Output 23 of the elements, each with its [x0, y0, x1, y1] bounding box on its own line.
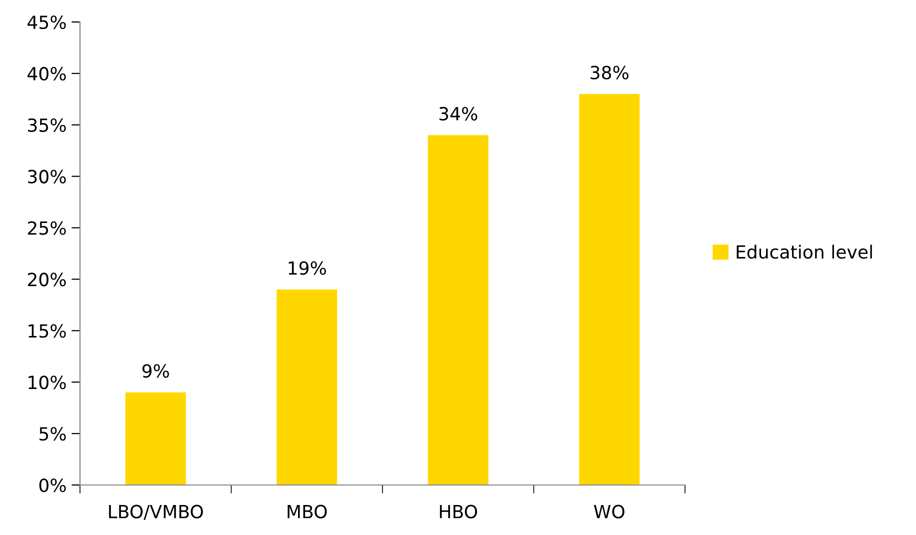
- x-tick-label: HBO: [440, 504, 478, 518]
- x-tick-label: MBO: [288, 504, 327, 518]
- data-label: 19%: [288, 261, 326, 275]
- y-tick-label: 10%: [28, 376, 66, 390]
- bar: [276, 290, 338, 485]
- y-tick-label: 0%: [39, 478, 66, 492]
- y-tick-label: 20%: [28, 272, 66, 286]
- data-label: 9%: [142, 364, 169, 378]
- y-tick-label: 5%: [40, 427, 66, 441]
- y-tick-label: 30%: [28, 170, 66, 184]
- y-tick-label: 40%: [28, 66, 66, 81]
- bar: [428, 135, 488, 485]
- y-tick-label: 15%: [28, 324, 66, 338]
- x-tick-label: LBO/VMBO: [109, 504, 203, 520]
- y-tick-label: 25%: [28, 221, 66, 235]
- data-label: 34%: [439, 106, 478, 121]
- bar: [125, 392, 186, 485]
- y-tick-label: 45%: [28, 15, 66, 30]
- legend-label: Education level: [736, 244, 872, 259]
- bar: [579, 94, 640, 485]
- x-tick-label: WO: [594, 504, 624, 518]
- y-tick-label: 35%: [28, 118, 66, 132]
- data-label: 38%: [590, 66, 628, 80]
